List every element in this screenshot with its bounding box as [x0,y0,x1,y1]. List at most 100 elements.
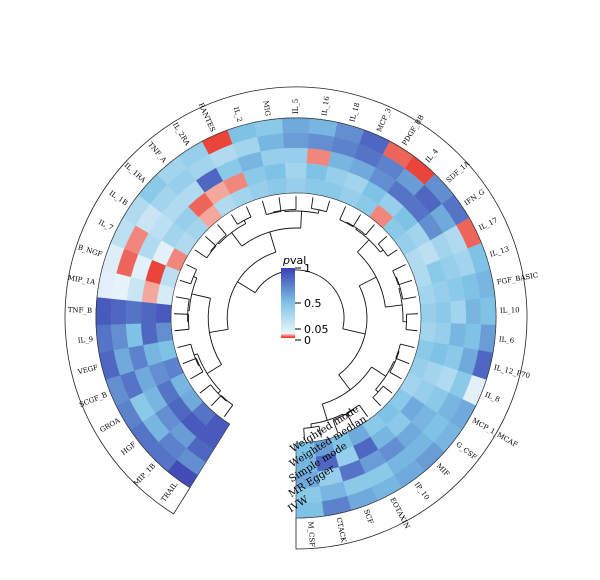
dendrogram-branch [199,384,211,394]
dendrogram-arc [303,425,320,429]
dendrogram-arc [339,219,354,228]
dendrogram-branch [223,404,234,417]
dendrogram-arc [395,343,401,359]
heatmap-cells [64,86,528,550]
heatmap-cell-il_9-3 [125,323,144,348]
heatmap-cell-tnf_b-3 [125,300,143,325]
dendrogram-branch [338,374,351,391]
dendrogram-branch [194,249,208,259]
heatmap-cell-tnf_b-4 [140,301,157,324]
legend-title: pval [282,254,306,267]
dendrogram-branch [358,404,369,417]
dendrogram-branch [278,197,282,212]
heatmap-cell-il_16-5 [304,178,326,196]
dendrogram-branch [372,397,382,407]
heatmap-cell-il_9-5 [155,322,174,343]
heatmap-cell-il_5-3 [283,147,309,164]
dendrogram-arc [392,270,399,285]
heatmap-cell-il_16-4 [305,163,329,182]
dendrogram-branch [310,423,312,428]
dendrogram-branch [206,364,222,374]
dendrogram-arc [389,351,400,373]
dendrogram-branch [179,279,191,285]
cytokine-label-il_9: IL_9 [77,335,93,345]
heatmap-cell-il_6-4 [433,322,452,346]
dendrogram-branch [357,239,370,253]
legend-tick-label: 1 [304,262,311,275]
heatmap-cell-il_10-1 [479,296,497,326]
dendrogram-branch [174,328,190,332]
dendrogram-arc [187,314,190,330]
dendrogram-arc [311,208,327,213]
dendrogram-branch [177,343,191,348]
dendrogram-branch [393,361,396,363]
cytokine-label-m_csf: M_CSF [306,521,316,547]
heatmap-cell-il_6-1 [478,324,497,353]
cytokine-label-il_5: IL_5 [292,99,300,114]
dendrogram-branch [193,353,198,356]
dendrogram-branch [339,206,347,220]
dendrogram-arc [195,358,204,373]
dendrogram-branch [382,385,393,394]
dendrogram-branch [332,419,339,433]
dendrogram-arc [346,404,360,414]
heatmap-cell-il_10-5 [420,303,437,324]
dendrogram-arc [375,361,395,390]
dendrogram-branch [395,357,410,365]
dendrogram-branch [359,276,377,287]
dendrogram-branch [402,296,417,300]
legend-tick-label: 0.05 [304,323,329,336]
dendrogram-branch [225,400,228,402]
dendrogram-branch [174,313,189,315]
dendrogram-branch [385,304,403,308]
dendrogram-branch [243,220,247,224]
heatmap-cell-il_10-4 [435,301,452,324]
dendrogram-branch [365,224,375,236]
heatmap-cell-il_5-1 [281,117,311,134]
dendrogram-branch [193,276,197,279]
dendrogram-arc [197,353,221,392]
dendrogram-branch [321,403,328,421]
legend-tick-label: 0 [304,334,311,347]
dendrogram-arc [398,288,404,322]
dendrogram-branch [186,264,197,270]
dendrogram-branch [355,227,357,230]
dendrogram-arc [220,395,234,406]
dendrogram-branch [326,200,331,212]
dendrogram-branch [387,249,398,257]
heatmap-cell-il_6-3 [448,323,467,348]
heatmap-cell-il_6-5 [418,322,437,343]
dendrogram-branch [245,206,252,218]
dendrogram-branch [400,343,415,348]
dendrogram-branch [342,413,344,416]
dendrogram-branch [377,236,387,245]
heatmap-cell-tnf_b-2 [110,298,128,325]
dendrogram-branch [269,231,277,253]
dendrogram-branch [352,214,362,227]
dendrogram-branch [205,236,217,247]
heatmap-cell-mig-4 [263,163,287,182]
dendrogram [174,196,418,440]
dendrogram-branch [380,249,384,253]
dendrogram-branch [371,366,386,377]
dendrogram-branch [261,200,267,215]
dendrogram-branch [303,428,305,440]
dendrogram-arc [377,243,389,257]
dendrogram-arc [284,210,319,214]
dendrogram-branch [191,293,211,299]
dendrogram-branch [317,209,320,214]
heatmap-cell-il_10-3 [449,300,467,325]
heatmap-cell-il_5-4 [285,162,307,179]
heatmap-outline [95,117,497,519]
cytokine-label-il_6: IL_6 [498,335,515,345]
cytokine-label-tnf_b: TNF_B [68,306,93,315]
heatmap-cell-il_5-2 [282,132,310,149]
dendrogram-branch [217,390,221,394]
cytokine-label-il_2: IL_2 [232,106,244,123]
dendrogram-arc [206,245,217,259]
heatmap-cell-mig-5 [266,178,288,196]
dendrogram-branch [310,197,314,209]
legend-colorbar [281,268,295,338]
dendrogram-branch [210,395,222,407]
